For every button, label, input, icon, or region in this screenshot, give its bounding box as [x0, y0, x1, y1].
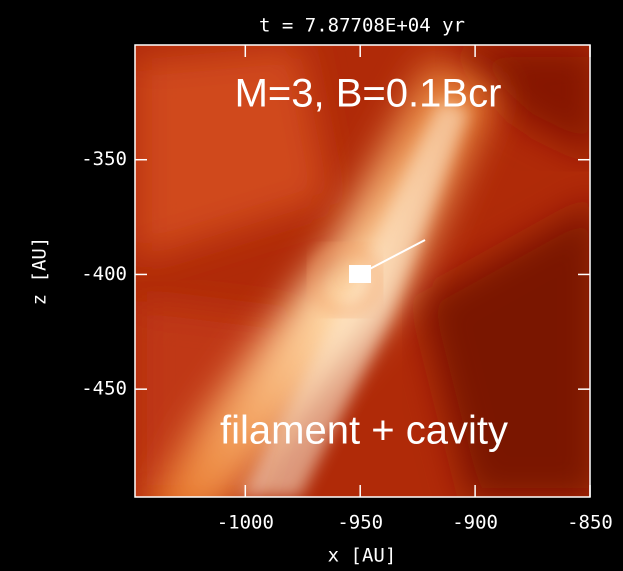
- x-tick-label: -950: [337, 512, 383, 534]
- page: t = 7.87708E+04 yr x [AU] z [AU] M=3, B=…: [0, 0, 623, 571]
- x-tick-label: -1000: [217, 512, 274, 534]
- annotation: M=3, B=0.1Bcr: [235, 72, 502, 116]
- x-tick-label: -900: [452, 512, 498, 534]
- y-axis-label: z [AU]: [29, 237, 51, 306]
- chart-title: t = 7.87708E+04 yr: [259, 15, 465, 37]
- y-tick-label: -400: [81, 263, 127, 285]
- annotation: filament + cavity: [220, 409, 508, 453]
- y-tick-label: -450: [81, 378, 127, 400]
- y-tick-label: -350: [81, 148, 127, 170]
- x-axis-label: x [AU]: [328, 545, 397, 567]
- x-tick-label: -850: [567, 512, 613, 534]
- chart: t = 7.87708E+04 yr x [AU] z [AU] M=3, B=…: [0, 0, 623, 571]
